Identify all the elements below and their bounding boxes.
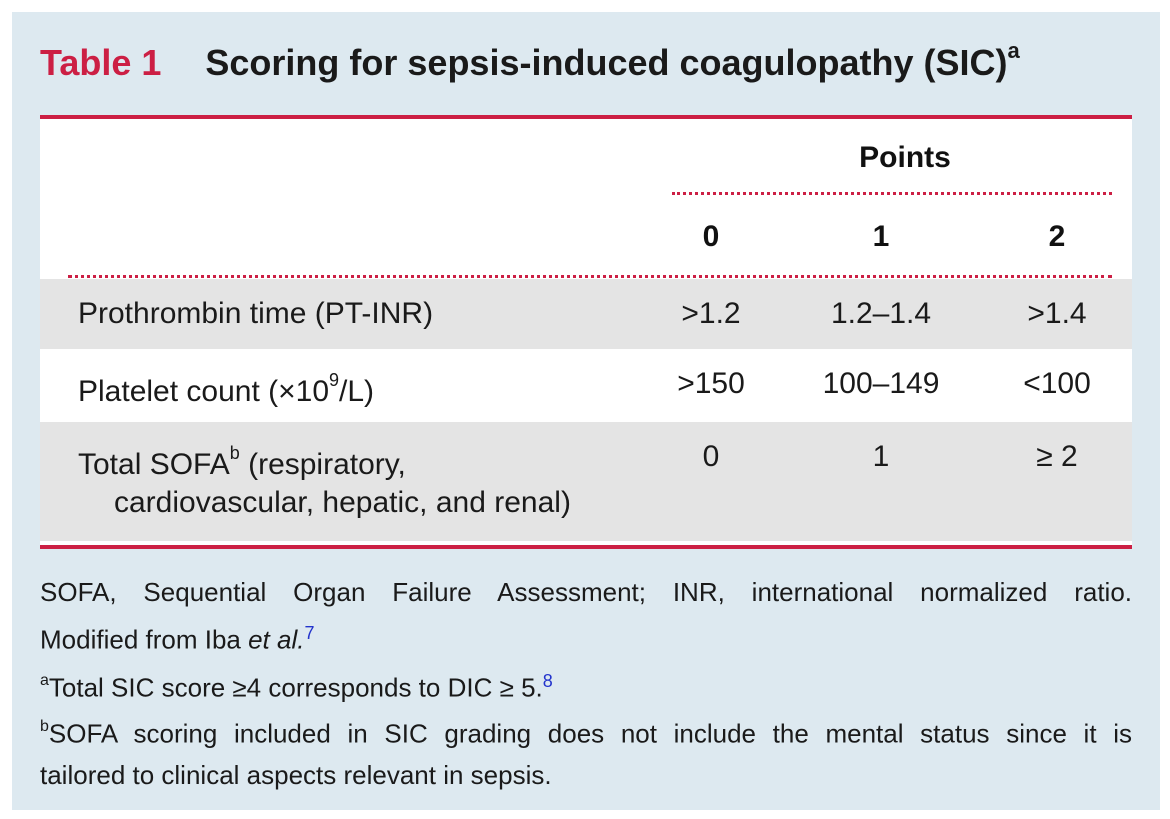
reference-link-7[interactable]: 7 [304, 623, 315, 643]
row-label-continuation: (respiratory, [239, 448, 406, 481]
cell-value: <100 [1023, 367, 1091, 400]
source-note: Modified from Iba et al.7 [40, 613, 1132, 661]
footnote-a: aTotal SIC score ≥4 corresponds to DIC ≥… [40, 661, 1132, 709]
footnote-a-mark: a [40, 671, 49, 689]
row-label: Prothrombin time (PT-INR) [78, 297, 434, 330]
cell-value: >1.2 [681, 297, 741, 330]
cell-value: ≥ 2 [1036, 440, 1078, 473]
footnote-b-text: SOFA scoring included in SIC grading doe… [48, 718, 1132, 749]
cell-value: >1.4 [1027, 297, 1087, 330]
footnote-a-text: Total SIC score ≥4 corresponds to DIC ≥ … [48, 672, 543, 703]
cell-value: >150 [677, 367, 745, 400]
table-row-platelet: Platelet count (×109/L) >150 100–149 <10… [40, 349, 1132, 422]
table-row-pt-inr: Prothrombin time (PT-INR) >1.2 1.2–1.4 >… [40, 279, 1132, 349]
table-title: Table 1 Scoring for sepsis-induced coagul… [40, 38, 1020, 84]
column-header-0: 0 [702, 220, 720, 253]
column-header-2: 2 [1048, 220, 1066, 253]
points-header: Points [859, 141, 951, 174]
footnote-b-mark: b [40, 718, 49, 736]
row-label-text: Total SOFA [78, 448, 230, 481]
header-divider [68, 275, 1112, 278]
cell-value: 1 [872, 440, 890, 473]
points-divider [672, 192, 1112, 195]
row-label-unit: /L) [339, 375, 375, 408]
cell-value: 0 [702, 440, 720, 473]
source-et-al: et al. [248, 624, 305, 655]
cell-value: 100–149 [822, 367, 940, 400]
column-header-1: 1 [872, 220, 890, 253]
table-footnotes: SOFA, Sequential Organ Failure Assessmen… [40, 572, 1132, 796]
row-label: Total SOFAb (respiratory, [78, 434, 406, 488]
footnote-b: bSOFA scoring included in SIC grading do… [40, 708, 1132, 755]
row-label-line2: cardiovascular, hepatic, and renal) [114, 486, 571, 519]
footnote-mark-b: b [229, 443, 240, 463]
table-label: Table 1 [40, 42, 162, 83]
title-footnote-mark: a [1007, 38, 1020, 63]
table-row-sofa: Total SOFAb (respiratory, cardiovascular… [40, 422, 1132, 541]
cell-value: 1.2–1.4 [830, 297, 932, 330]
footnote-b-continued: tailored to clinical aspects relevant in… [40, 759, 552, 790]
row-label-exponent: 9 [329, 370, 340, 390]
reference-link-8[interactable]: 8 [542, 670, 553, 691]
table-title-text: Scoring for sepsis-induced coagulopathy … [205, 42, 1008, 83]
row-label: Platelet count (×109/L) [78, 361, 374, 415]
abbreviations-note: SOFA, Sequential Organ Failure Assessmen… [40, 577, 1132, 607]
table-panel: Table 1 Scoring for sepsis-induced coagul… [12, 12, 1160, 810]
scoring-table: Points 0 1 2 Prothrombin time (PT-INR) >… [40, 115, 1132, 549]
source-text: Modified from Iba [40, 624, 249, 655]
row-label-text: Platelet count (×10 [78, 375, 330, 408]
